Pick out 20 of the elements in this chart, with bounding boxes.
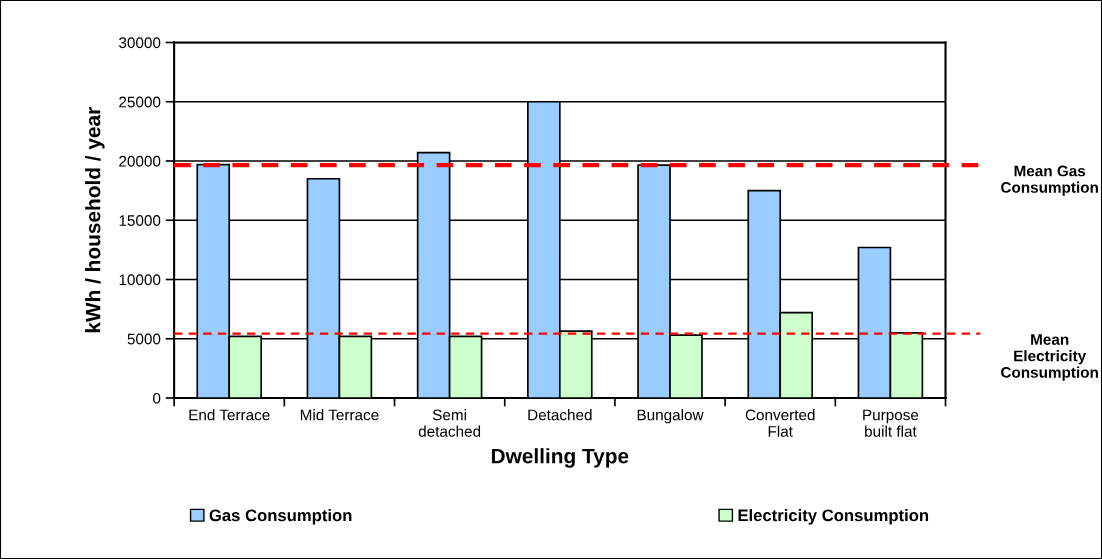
x-tick-label: Detached — [528, 409, 592, 421]
y-tick-label: 0 — [153, 392, 161, 404]
legend-label: Electricity Consumption — [738, 509, 929, 525]
ref-line-label: Mean Electricity Consumption — [1001, 334, 1098, 381]
x-tick-label: End Terrace — [189, 409, 270, 421]
legend-label: Gas Consumption — [209, 509, 352, 525]
y-tick-label: 10000 — [119, 274, 161, 286]
y-tick-label: 20000 — [119, 155, 161, 167]
x-tick-label: Semi detached — [418, 409, 481, 437]
x-tick-label: Mid Terrace — [300, 409, 379, 421]
y-tick-label: 5000 — [127, 333, 161, 345]
y-axis-title: kWh / household / year — [85, 107, 105, 333]
ref-line-label: Mean Gas Consumption — [1001, 165, 1098, 196]
x-tick-label: Converted Flat — [745, 409, 815, 437]
x-axis-title: Dwelling Type — [491, 448, 629, 468]
y-tick-label: 25000 — [119, 96, 161, 108]
x-tick-label: Bungalow — [637, 409, 704, 424]
y-tick-label: 15000 — [119, 215, 161, 226]
y-tick-label: 30000 — [119, 37, 161, 49]
x-tick-label: Purpose built flat — [863, 409, 919, 437]
